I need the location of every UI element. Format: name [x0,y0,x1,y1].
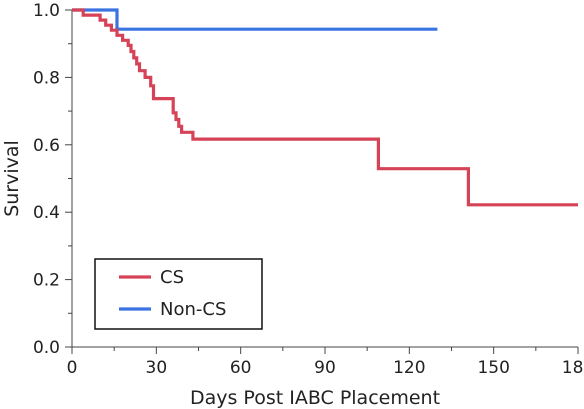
y-tick-label: 0.4 [33,203,60,223]
x-tick-label: 150 [477,358,509,378]
series-line-non-cs [72,8,438,31]
x-tick-label: 120 [393,358,425,378]
x-axis-title: Days Post IABC Placement [190,387,440,409]
y-tick-label: 0.2 [33,271,60,291]
series-line-cs [72,8,578,207]
x-tick-label: 0 [67,358,78,378]
x-tick-label: 180 [562,358,584,378]
y-tick-label: 0.8 [33,68,60,88]
y-tick-label: 0.0 [33,338,60,358]
x-tick-label: 90 [314,358,336,378]
x-tick-label: 30 [146,358,168,378]
x-tick-label: 60 [230,358,252,378]
legend-label-cs: CS [160,267,184,288]
legend-label-non-cs: Non-CS [160,299,226,320]
y-tick-label: 0.6 [33,136,60,156]
legend-box [94,258,263,330]
y-tick-label: 1.0 [33,1,60,21]
y-axis-title: Survival [1,140,23,217]
